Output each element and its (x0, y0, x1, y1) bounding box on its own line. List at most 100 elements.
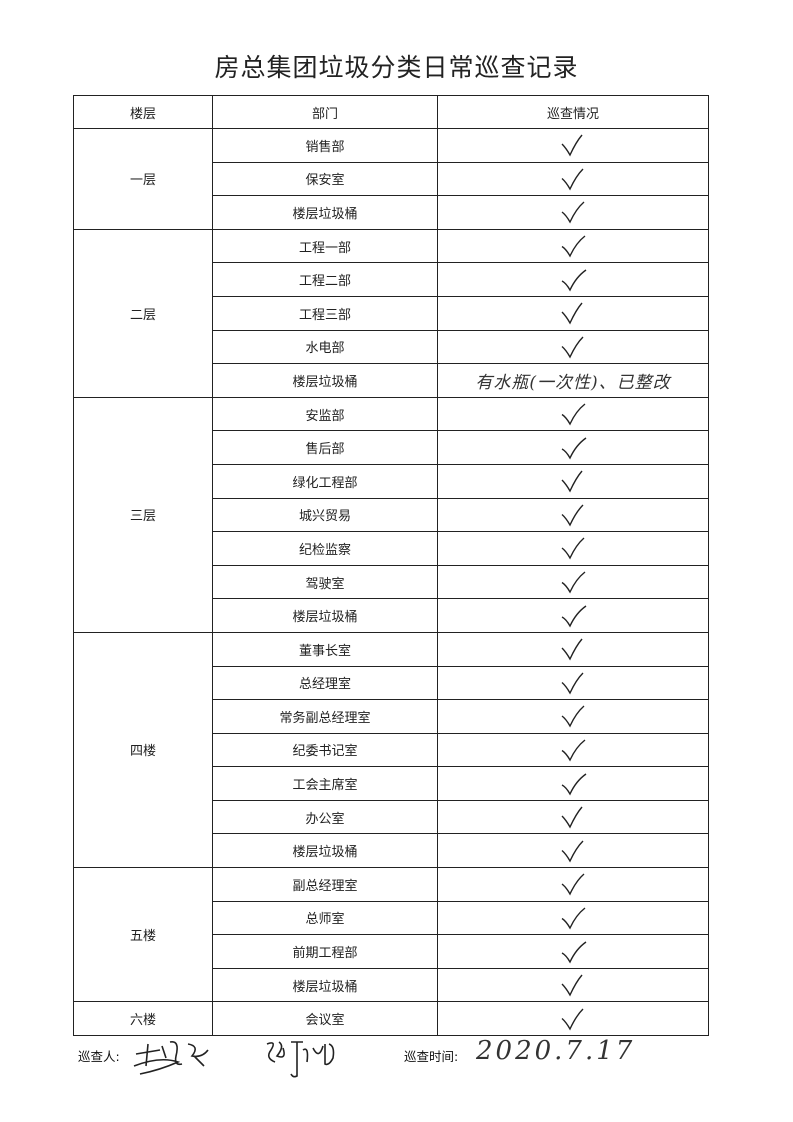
checkmark-icon (561, 470, 583, 493)
status-cell (437, 564, 709, 600)
table-row: 六楼 会议室 (73, 1001, 709, 1037)
checkmark-icon (561, 302, 583, 325)
checkmark-icon (561, 672, 584, 695)
department-cell: 工程一部 (212, 228, 438, 264)
status-cell (437, 732, 709, 768)
checkmark-icon (561, 537, 585, 560)
status-cell (437, 934, 709, 969)
header-department: 部门 (212, 95, 438, 129)
department-cell: 工程二部 (212, 262, 438, 297)
table-row: 常务副总经理室 (74, 699, 709, 734)
checkmark-icon (561, 638, 583, 661)
checkmark-icon (561, 134, 583, 157)
table-row: 工程二部 (74, 262, 709, 297)
status-cell (437, 867, 709, 902)
table-row: 三层 安监部 (73, 396, 709, 633)
table-row: 绿化工程部 (74, 463, 709, 499)
checkmark-icon (561, 201, 585, 225)
department-cell: 楼层垃圾桶 (212, 967, 438, 1003)
table-row: 四楼 董事长室 (73, 631, 709, 869)
status-cell (437, 195, 709, 230)
status-cell (437, 228, 709, 264)
status-cell (437, 799, 709, 835)
department-cell: 楼层垃圾桶 (212, 363, 438, 398)
table-row: 总师室 (74, 900, 709, 936)
floor-cell: 三层 (73, 396, 213, 633)
status-cell (437, 967, 709, 1003)
checkmark-icon (561, 403, 586, 426)
table-row: 驾驶室 (74, 564, 709, 600)
department-cell: 总经理室 (212, 665, 438, 701)
table-row: 水电部 (74, 329, 709, 365)
status-cell (437, 766, 709, 801)
inspector-label: 巡查人: (78, 1049, 120, 1064)
floor-cell: 六楼 (73, 1001, 213, 1037)
status-remark: 有水瓶(一次性)、已整改 (437, 363, 709, 398)
status-cell (437, 463, 709, 499)
checkmark-icon (561, 336, 584, 359)
table-row: 楼层垃圾桶 (74, 598, 709, 633)
floor-cell: 五楼 (73, 867, 213, 1003)
table-row: 楼层垃圾桶 (74, 833, 709, 869)
checkmark-icon (561, 1008, 584, 1031)
table-header-row: 楼层 部门 巡查情况 (73, 95, 709, 129)
table-row: 城兴贸易 (74, 497, 709, 533)
checkmark-icon (561, 739, 586, 762)
table-row: 五楼 副总经理室 (73, 867, 709, 1003)
table-row: 纪委书记室 (74, 732, 709, 768)
department-cell: 前期工程部 (212, 934, 438, 969)
floor-cell: 一层 (73, 128, 213, 230)
page-title: 房总集团垃圾分类日常巡查记录 (214, 53, 579, 82)
checkmark-icon (561, 773, 587, 796)
department-cell: 售后部 (212, 430, 438, 465)
table-row: 二层 工程一部 (73, 228, 709, 398)
checkmark-icon (561, 907, 586, 930)
department-cell: 常务副总经理室 (212, 699, 438, 734)
department-cell: 工程三部 (212, 295, 438, 331)
department-cell: 会议室 (212, 1001, 438, 1037)
floor-cell: 二层 (73, 228, 213, 398)
status-cell (437, 396, 709, 432)
status-cell (437, 161, 709, 197)
header-floor: 楼层 (73, 95, 213, 129)
checkmark-icon (561, 235, 586, 258)
status-cell (437, 295, 709, 331)
floor-cell: 四楼 (73, 631, 213, 869)
department-cell: 楼层垃圾桶 (212, 833, 438, 869)
department-cell: 驾驶室 (212, 564, 438, 600)
department-cell: 纪检监察 (212, 531, 438, 566)
department-cell: 城兴贸易 (212, 497, 438, 533)
checkmark-icon (561, 974, 583, 997)
table-row: 售后部 (74, 430, 709, 465)
table-row: 楼层垃圾桶 (74, 195, 709, 230)
department-cell: 楼层垃圾桶 (212, 195, 438, 230)
department-cell: 总师室 (212, 900, 438, 936)
status-cell (437, 497, 709, 533)
inspection-time-label: 巡查时间: (404, 1049, 459, 1064)
status-cell (437, 128, 709, 163)
checkmark-icon (561, 940, 587, 964)
status-cell (437, 665, 709, 701)
department-cell: 安监部 (212, 396, 438, 432)
department-cell: 绿化工程部 (212, 463, 438, 499)
status-cell (437, 900, 709, 936)
signature-1 (133, 1040, 209, 1075)
department-cell: 销售部 (212, 128, 438, 163)
header-status: 巡查情况 (437, 95, 709, 129)
checkmark-icon (561, 571, 586, 594)
department-cell: 保安室 (212, 161, 438, 197)
signature-2 (266, 1041, 335, 1078)
department-cell: 楼层垃圾桶 (212, 598, 438, 633)
table-row: 办公室 (74, 799, 709, 835)
status-cell (437, 531, 709, 566)
checkmark-icon (561, 269, 587, 292)
department-cell: 工会主席室 (212, 766, 438, 801)
status-cell (437, 631, 709, 667)
checkmark-icon (561, 605, 587, 628)
department-cell: 水电部 (212, 329, 438, 365)
status-cell (437, 262, 709, 297)
status-cell (437, 833, 709, 869)
status-cell (437, 430, 709, 465)
status-cell (437, 1001, 709, 1037)
status-cell (437, 699, 709, 734)
